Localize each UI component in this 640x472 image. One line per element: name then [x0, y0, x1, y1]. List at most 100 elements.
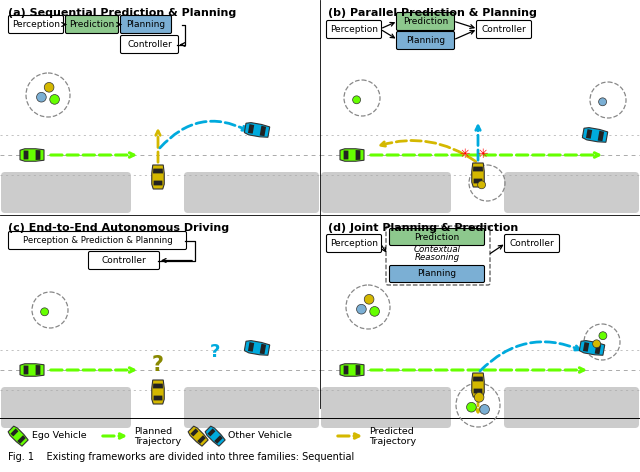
Text: (c) End-to-End Autonomous Driving: (c) End-to-End Autonomous Driving — [8, 223, 229, 233]
Polygon shape — [20, 364, 44, 376]
Text: (b) Parallel Prediction & Planning: (b) Parallel Prediction & Planning — [328, 8, 537, 18]
Circle shape — [599, 332, 607, 340]
Polygon shape — [344, 365, 348, 374]
Polygon shape — [248, 342, 254, 352]
Polygon shape — [248, 124, 254, 134]
FancyBboxPatch shape — [8, 231, 186, 250]
Polygon shape — [579, 341, 605, 355]
Text: Planning: Planning — [417, 270, 456, 278]
FancyBboxPatch shape — [184, 387, 319, 428]
FancyBboxPatch shape — [386, 226, 490, 285]
Text: Planning: Planning — [406, 36, 445, 45]
Circle shape — [353, 96, 360, 104]
Polygon shape — [473, 377, 483, 381]
Text: ✳: ✳ — [460, 149, 470, 161]
Polygon shape — [17, 435, 26, 444]
Polygon shape — [24, 365, 28, 374]
Polygon shape — [340, 149, 364, 161]
Text: Perception: Perception — [330, 239, 378, 248]
Text: Trajectory: Trajectory — [369, 437, 416, 446]
Circle shape — [44, 83, 54, 92]
Text: ?: ? — [152, 355, 164, 375]
Text: ?: ? — [210, 343, 220, 361]
Polygon shape — [191, 429, 198, 437]
Text: Contextual: Contextual — [413, 245, 461, 254]
FancyBboxPatch shape — [65, 16, 118, 34]
Text: Trajectory: Trajectory — [134, 437, 181, 446]
Polygon shape — [474, 178, 483, 184]
Circle shape — [477, 181, 486, 189]
FancyBboxPatch shape — [397, 32, 454, 50]
Circle shape — [41, 308, 49, 316]
FancyBboxPatch shape — [477, 20, 531, 39]
Circle shape — [467, 402, 476, 412]
Text: Controller: Controller — [127, 40, 172, 49]
Polygon shape — [205, 426, 225, 446]
Polygon shape — [260, 126, 266, 136]
FancyBboxPatch shape — [326, 235, 381, 253]
Polygon shape — [598, 131, 604, 141]
Circle shape — [474, 392, 484, 402]
Polygon shape — [583, 342, 589, 352]
Circle shape — [593, 340, 600, 348]
Text: Other Vehicle: Other Vehicle — [228, 431, 292, 440]
Polygon shape — [36, 150, 40, 160]
FancyBboxPatch shape — [184, 172, 319, 213]
Polygon shape — [154, 181, 163, 185]
Text: Prediction: Prediction — [414, 233, 460, 242]
Text: Prediction: Prediction — [403, 17, 448, 26]
Polygon shape — [10, 429, 19, 437]
Text: Perception: Perception — [12, 20, 60, 29]
Bar — [0, 215, 320, 425]
Polygon shape — [260, 344, 266, 354]
Polygon shape — [20, 149, 44, 161]
Polygon shape — [582, 127, 608, 142]
Text: Fig. 1    Existing frameworks are divided into three families: Sequential: Fig. 1 Existing frameworks are divided i… — [8, 452, 355, 462]
Text: Reasoning: Reasoning — [415, 253, 460, 262]
FancyBboxPatch shape — [88, 252, 159, 270]
Polygon shape — [586, 129, 592, 139]
Polygon shape — [154, 396, 163, 400]
Text: Planned: Planned — [134, 427, 172, 436]
Text: Planning: Planning — [127, 20, 166, 29]
FancyBboxPatch shape — [390, 228, 484, 245]
FancyBboxPatch shape — [120, 35, 179, 53]
Bar — [320, 0, 640, 210]
Circle shape — [598, 98, 607, 106]
Polygon shape — [344, 151, 348, 160]
FancyBboxPatch shape — [321, 172, 451, 213]
Polygon shape — [197, 435, 205, 444]
Polygon shape — [473, 167, 483, 171]
FancyBboxPatch shape — [397, 12, 454, 31]
Bar — [0, 0, 320, 210]
FancyBboxPatch shape — [8, 16, 63, 34]
Text: Controller: Controller — [102, 256, 147, 265]
Polygon shape — [152, 380, 164, 404]
FancyBboxPatch shape — [390, 265, 484, 283]
FancyBboxPatch shape — [1, 172, 131, 213]
FancyBboxPatch shape — [120, 16, 172, 34]
FancyBboxPatch shape — [504, 235, 559, 253]
Polygon shape — [595, 344, 601, 354]
Text: ✳: ✳ — [477, 149, 488, 161]
Polygon shape — [8, 426, 28, 446]
Bar — [320, 215, 640, 425]
Circle shape — [370, 306, 380, 316]
FancyBboxPatch shape — [504, 172, 639, 213]
Text: Perception & Prediction & Planning: Perception & Prediction & Planning — [22, 236, 172, 245]
Polygon shape — [472, 373, 484, 397]
Text: Prediction: Prediction — [69, 20, 115, 29]
Polygon shape — [340, 364, 364, 376]
Circle shape — [36, 93, 46, 102]
Polygon shape — [472, 163, 484, 187]
Polygon shape — [244, 123, 269, 137]
Polygon shape — [24, 151, 28, 160]
Text: Controller: Controller — [482, 25, 526, 34]
Polygon shape — [188, 426, 208, 446]
FancyBboxPatch shape — [1, 387, 131, 428]
Polygon shape — [356, 365, 360, 375]
Circle shape — [356, 304, 366, 314]
FancyBboxPatch shape — [504, 387, 639, 428]
Polygon shape — [152, 165, 164, 189]
Polygon shape — [153, 384, 163, 388]
